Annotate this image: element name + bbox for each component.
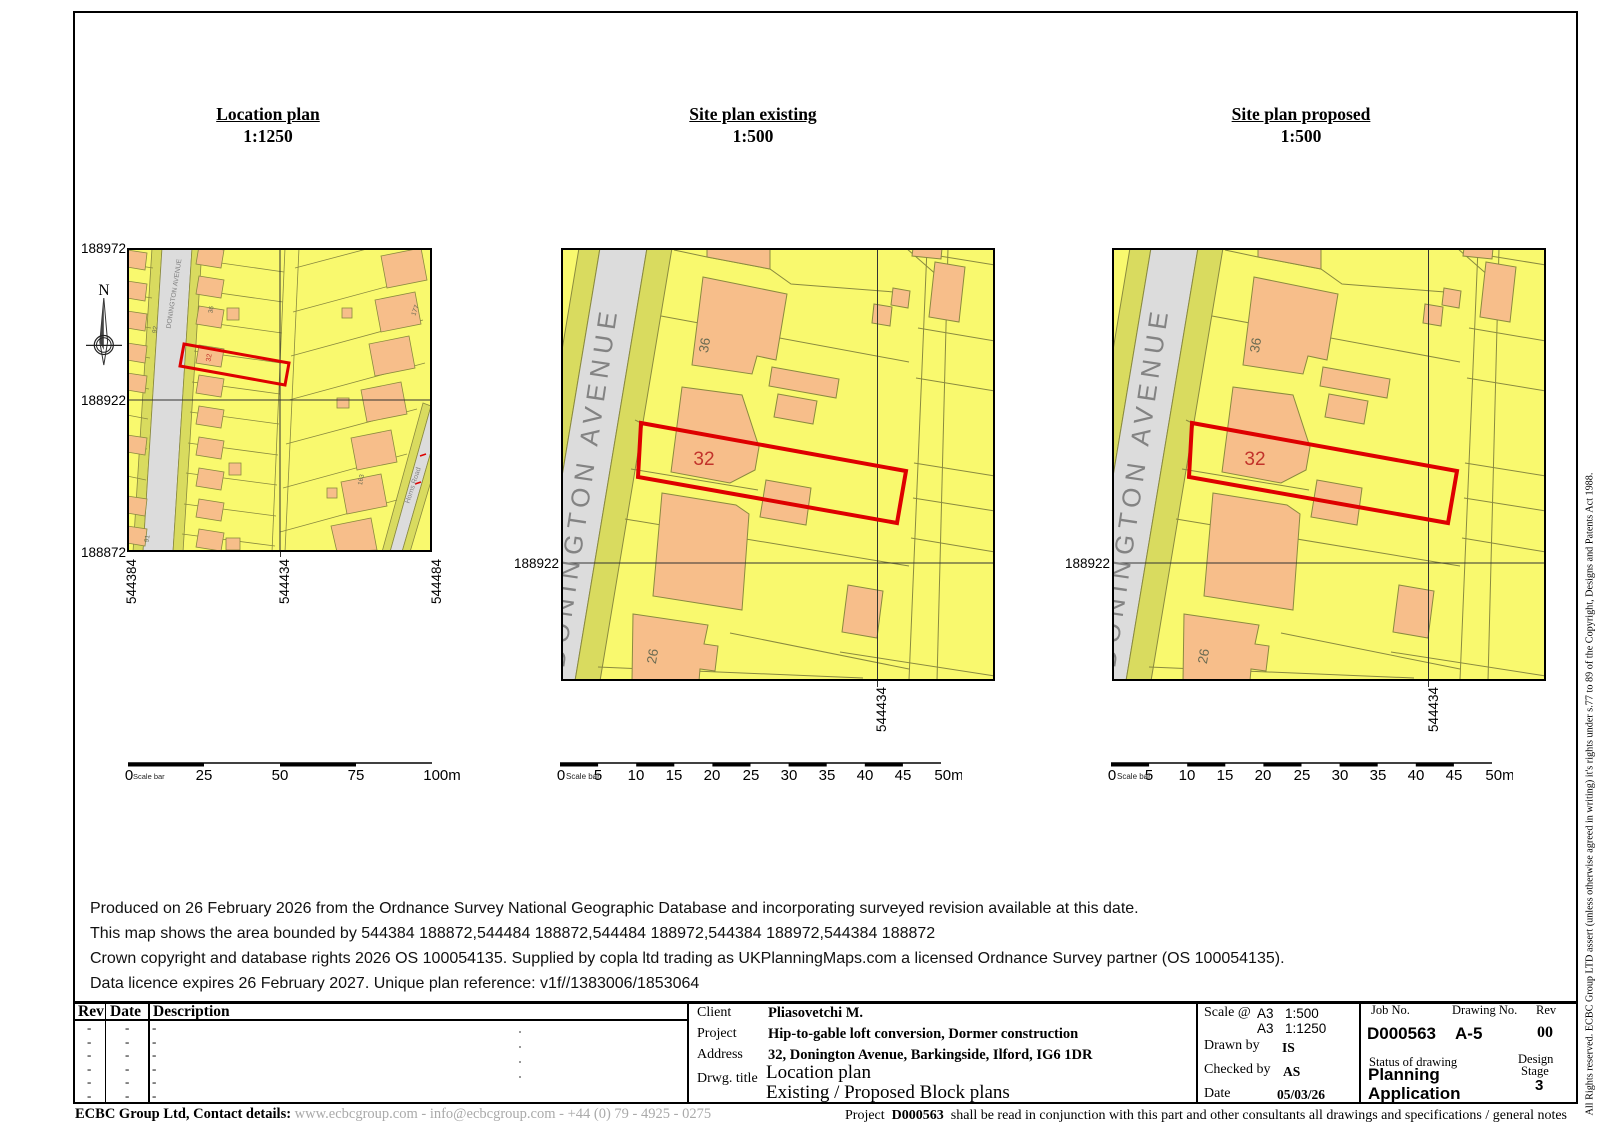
- svg-text:0: 0: [557, 767, 565, 784]
- svg-text:5: 5: [594, 767, 602, 784]
- svg-text:50m: 50m: [1485, 767, 1513, 784]
- svg-text:0: 0: [1108, 767, 1116, 784]
- svg-text:50: 50: [272, 767, 289, 784]
- svg-text:92: 92: [151, 325, 159, 334]
- svg-text:30: 30: [1332, 767, 1349, 784]
- svg-text:0: 0: [125, 767, 133, 784]
- svg-text:45: 45: [895, 767, 912, 784]
- svg-text:15: 15: [1217, 767, 1234, 784]
- svg-text:15: 15: [666, 767, 683, 784]
- svg-text:Scale bar: Scale bar: [133, 772, 165, 781]
- svg-text:177: 177: [410, 304, 420, 317]
- svg-text:35: 35: [1370, 767, 1387, 784]
- svg-text:20: 20: [1255, 767, 1272, 784]
- svg-text:40: 40: [1408, 767, 1425, 784]
- svg-text:45: 45: [1446, 767, 1463, 784]
- svg-text:50m: 50m: [934, 767, 962, 784]
- svg-text:100m: 100m: [423, 767, 460, 784]
- svg-text:10: 10: [1179, 767, 1196, 784]
- svg-text:25: 25: [743, 767, 760, 784]
- svg-text:25: 25: [1294, 767, 1311, 784]
- svg-text:25: 25: [196, 767, 213, 784]
- svg-text:Scale bar: Scale bar: [1117, 772, 1151, 781]
- svg-text:5: 5: [1145, 767, 1153, 784]
- svg-text:20: 20: [704, 767, 721, 784]
- svg-text:30: 30: [781, 767, 798, 784]
- svg-text:75: 75: [348, 767, 365, 784]
- svg-text:35: 35: [819, 767, 836, 784]
- svg-text:N: N: [98, 282, 109, 299]
- svg-text:10: 10: [628, 767, 645, 784]
- svg-text:40: 40: [857, 767, 874, 784]
- svg-text:91: 91: [143, 534, 151, 543]
- svg-text:163: 163: [357, 473, 366, 485]
- svg-text:32: 32: [205, 353, 213, 362]
- svg-text:Scale bar: Scale bar: [566, 772, 600, 781]
- svg-text:36: 36: [207, 305, 215, 314]
